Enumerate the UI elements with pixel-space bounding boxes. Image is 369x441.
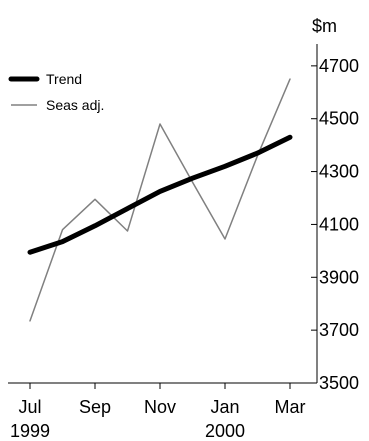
y-unit-label: $m xyxy=(312,16,337,36)
y-tick-label: 3700 xyxy=(319,320,359,340)
y-tick-label: 4300 xyxy=(319,162,359,182)
x-year-label: 2000 xyxy=(205,421,245,441)
y-tick-label: 4700 xyxy=(319,56,359,76)
y-ticks: 3500 3700 3900 4100 4300 4500 4700 xyxy=(311,56,359,393)
series-line-trend xyxy=(27,134,293,255)
axes: 3500 3700 3900 4100 4300 4500 4700 Jul Sep Nov Ja… xyxy=(8,44,359,441)
series-line-seas-adj xyxy=(29,78,291,322)
y-tick-label: 4500 xyxy=(319,109,359,129)
y-tick-label: 3500 xyxy=(319,373,359,393)
y-tick-label: 4100 xyxy=(319,214,359,234)
series-layer xyxy=(27,78,293,322)
legend: Trend Seas adj. xyxy=(8,71,104,113)
x-tick-label: Nov xyxy=(144,397,176,417)
y-tick-label: 3900 xyxy=(319,267,359,287)
x-tick-label: Mar xyxy=(275,397,306,417)
legend-label-seas-adj: Seas adj. xyxy=(46,97,104,113)
x-tick-label: Jan xyxy=(210,397,239,417)
x-ticks: Jul Sep Nov Jan Mar 1999 2000 xyxy=(10,383,306,441)
x-tick-label: Jul xyxy=(18,397,41,417)
x-year-label: 1999 xyxy=(10,421,50,441)
legend-label-trend: Trend xyxy=(46,71,82,87)
x-tick-label: Sep xyxy=(79,397,111,417)
plot-area: 3500 3700 3900 4100 4300 4500 4700 Jul Sep Nov Ja… xyxy=(8,16,359,441)
